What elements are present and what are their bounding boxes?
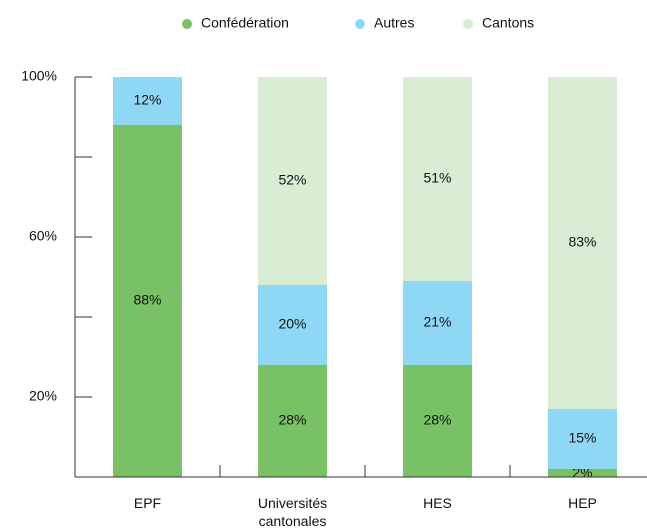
data-label: 15%: [568, 430, 596, 446]
x-tick-label: HEP: [568, 495, 597, 511]
data-label: 20%: [278, 316, 306, 332]
data-label: 83%: [568, 234, 596, 250]
x-tick-label: EPF: [133, 495, 162, 511]
bar-segment: [258, 365, 327, 477]
bar-segment: [403, 77, 472, 281]
data-label: 28%: [423, 412, 451, 428]
bar-segment: [548, 469, 617, 477]
bar-segment: [113, 125, 182, 477]
bar-segment: [548, 409, 617, 469]
y-tick-label: 60%: [29, 228, 57, 244]
y-tick-label: 100%: [21, 68, 57, 84]
bar-segment: [548, 77, 617, 409]
x-tick-label: Universités cantonales: [257, 495, 328, 529]
x-tick-label: HES: [423, 495, 452, 511]
data-label: 12%: [133, 92, 161, 108]
legend-label: Confédération: [201, 15, 289, 31]
legend-label: Autres: [374, 15, 414, 31]
data-label: 88%: [133, 292, 161, 308]
data-label: 51%: [423, 170, 451, 186]
legend-swatch: [463, 19, 473, 29]
legend-label: Cantons: [482, 15, 534, 31]
legend-swatch: [355, 19, 365, 29]
bar-segment: [113, 77, 182, 125]
y-tick-label: 20%: [29, 388, 57, 404]
bar-segment: [403, 281, 472, 365]
bar-segment: [258, 285, 327, 365]
data-label: 28%: [278, 412, 306, 428]
bar-segment: [258, 77, 327, 285]
bar-segment: [403, 365, 472, 477]
data-label: 52%: [278, 172, 306, 188]
legend-swatch: [182, 19, 192, 29]
data-label: 21%: [423, 314, 451, 330]
